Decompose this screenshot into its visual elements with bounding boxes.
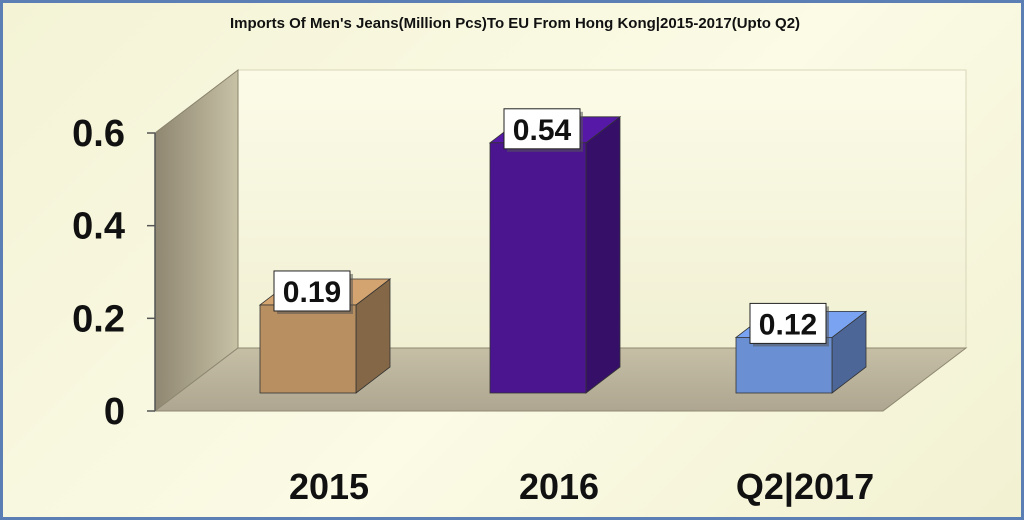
data-label-text: 0.54 [513, 114, 572, 147]
bar-2016 [488, 115, 622, 394]
bar-front [489, 142, 587, 394]
y-tick-label: 0 [104, 391, 125, 433]
data-label-text: 0.12 [759, 308, 817, 341]
x-tick-label: 2015 [289, 466, 369, 507]
bar-side [585, 115, 621, 394]
data-label-2015: 0.19 [273, 270, 353, 314]
y-tick-label: 0.2 [72, 298, 125, 340]
data-label-box [503, 108, 581, 150]
bar-front [259, 304, 357, 394]
data-label-text: 0.19 [283, 276, 341, 309]
chart-plot: 0.19 0.54 0.12 0 0.2 0.4 0.6 2015 2016 Q2|2017 [72, 68, 968, 508]
data-label-Q2|2017: 0.12 [749, 302, 829, 347]
data-label-2016: 0.54 [503, 108, 583, 152]
x-tick-label: Q2|2017 [736, 466, 874, 508]
x-tick-label: 2016 [519, 466, 599, 507]
y-tick-label: 0.6 [72, 113, 125, 155]
data-label-box [749, 302, 827, 344]
data-label-box [273, 270, 351, 312]
chart-title: Imports Of Men's Jeans(Million Pcs)To EU… [229, 15, 801, 32]
y-tick-label: 0.4 [72, 206, 125, 248]
bar-front [735, 336, 833, 394]
